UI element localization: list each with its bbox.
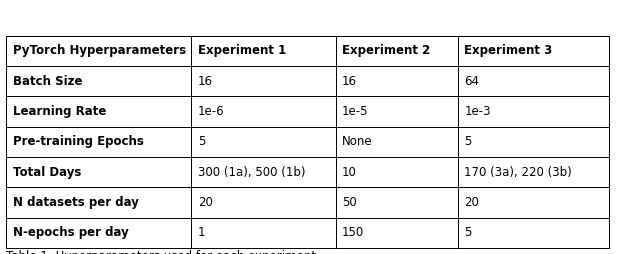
Bar xyxy=(6,187,191,218)
Bar xyxy=(191,187,335,218)
Text: 5: 5 xyxy=(465,226,472,239)
Bar xyxy=(458,218,609,248)
Text: 16: 16 xyxy=(198,75,213,88)
Bar xyxy=(6,218,191,248)
Text: 10: 10 xyxy=(342,166,357,179)
Bar xyxy=(191,66,335,96)
Bar xyxy=(335,126,458,157)
Text: Learning Rate: Learning Rate xyxy=(13,105,106,118)
Text: 300 (1a), 500 (1b): 300 (1a), 500 (1b) xyxy=(198,166,305,179)
Bar xyxy=(6,36,191,66)
Text: 16: 16 xyxy=(342,75,357,88)
Bar xyxy=(191,218,335,248)
Text: 150: 150 xyxy=(342,226,364,239)
Text: 20: 20 xyxy=(198,196,212,209)
Bar xyxy=(6,126,191,157)
Bar xyxy=(458,187,609,218)
Bar xyxy=(335,96,458,126)
Bar xyxy=(458,126,609,157)
Bar xyxy=(458,36,609,66)
Text: 1e-3: 1e-3 xyxy=(465,105,491,118)
Bar xyxy=(191,126,335,157)
Bar xyxy=(6,157,191,187)
Text: 170 (3a), 220 (3b): 170 (3a), 220 (3b) xyxy=(465,166,572,179)
Bar xyxy=(335,157,458,187)
Text: Total Days: Total Days xyxy=(13,166,81,179)
Text: 5: 5 xyxy=(198,135,205,148)
Text: Table 1: Hyperparameters used for each experiment.: Table 1: Hyperparameters used for each e… xyxy=(6,250,320,254)
Bar xyxy=(191,36,335,66)
Text: PyTorch Hyperparameters: PyTorch Hyperparameters xyxy=(13,44,186,57)
Bar xyxy=(191,157,335,187)
Text: 1e-6: 1e-6 xyxy=(198,105,225,118)
Text: N datasets per day: N datasets per day xyxy=(13,196,139,209)
Bar xyxy=(335,66,458,96)
Text: Pre-training Epochs: Pre-training Epochs xyxy=(13,135,143,148)
Text: Experiment 2: Experiment 2 xyxy=(342,44,430,57)
Text: None: None xyxy=(342,135,372,148)
Text: 20: 20 xyxy=(465,196,479,209)
Text: 1e-5: 1e-5 xyxy=(342,105,369,118)
Text: N-epochs per day: N-epochs per day xyxy=(13,226,129,239)
Bar xyxy=(6,66,191,96)
Text: 1: 1 xyxy=(198,226,205,239)
Bar xyxy=(6,96,191,126)
Bar xyxy=(335,218,458,248)
Text: Batch Size: Batch Size xyxy=(13,75,83,88)
Text: Experiment 3: Experiment 3 xyxy=(465,44,552,57)
Text: 50: 50 xyxy=(342,196,357,209)
Bar xyxy=(191,96,335,126)
Bar xyxy=(458,96,609,126)
Text: 64: 64 xyxy=(465,75,479,88)
Bar xyxy=(458,66,609,96)
Bar xyxy=(335,36,458,66)
Bar xyxy=(458,157,609,187)
Bar xyxy=(335,187,458,218)
Text: 5: 5 xyxy=(465,135,472,148)
Text: Experiment 1: Experiment 1 xyxy=(198,44,286,57)
